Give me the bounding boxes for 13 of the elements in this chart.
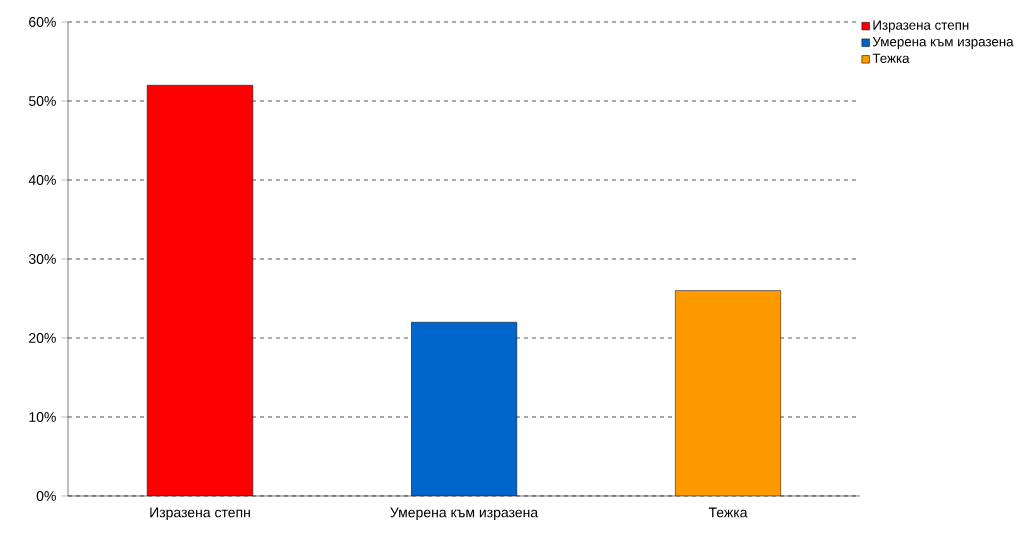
y-tick-label: 40% (28, 175, 56, 185)
y-tick-label: 50% (28, 96, 56, 106)
legend-label: Тежка (872, 53, 910, 63)
y-tick-label: 20% (29, 333, 56, 343)
legend-label: Изразена степн (873, 20, 969, 33)
x-tick-label: Изразена степн (150, 507, 250, 521)
y-tick-label: 0% (36, 491, 56, 501)
y-tick-label: 30% (28, 254, 56, 264)
x-tick-label: Тежка (708, 507, 748, 518)
legend-label: Умерена към изразена (872, 37, 1014, 50)
y-tick-label: 10% (29, 412, 56, 422)
y-tick-label: 60% (29, 17, 56, 27)
x-tick-label: Умерена към изразена (390, 507, 539, 521)
